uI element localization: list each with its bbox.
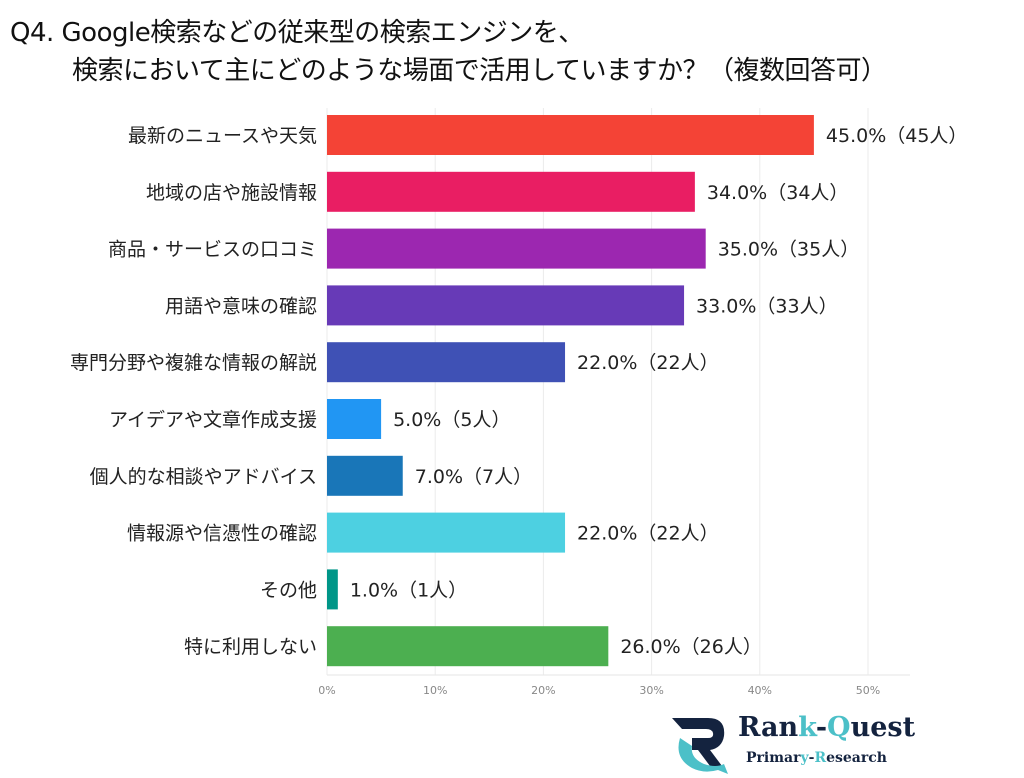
category-label: 用語や意味の確認 [165, 295, 317, 317]
data-label: 22.0%（22人） [577, 352, 719, 374]
title-line-1: Q4. Google検索などの従来型の検索エンジンを、 [10, 18, 584, 48]
bar [327, 399, 382, 439]
data-label: 33.0%（33人） [696, 295, 838, 317]
category-label: その他 [260, 579, 317, 601]
x-tick-label: 40% [748, 684, 772, 697]
data-label: 26.0%（26人） [620, 636, 762, 658]
bar [327, 512, 566, 553]
rank-quest-logo: Rank-Quest Primary-Research [668, 708, 918, 774]
data-label: 1.0%（1人） [350, 579, 467, 601]
data-label: 45.0%（45人） [826, 125, 968, 147]
data-label: 35.0%（35人） [718, 239, 860, 261]
data-label: 34.0%（34人） [707, 182, 849, 204]
category-label: 個人的な相談やアドバイス [90, 466, 317, 488]
x-tick-label: 0% [318, 684, 335, 697]
bar [327, 455, 403, 496]
x-tick-label: 30% [639, 684, 663, 697]
data-label: 22.0%（22人） [577, 523, 719, 545]
bar [327, 342, 566, 383]
x-tick-label: 20% [531, 684, 555, 697]
category-label: 地域の店や施設情報 [146, 182, 317, 204]
data-label: 5.0%（5人） [393, 409, 510, 431]
data-label: 7.0%（7人） [415, 466, 532, 488]
bar [327, 115, 814, 155]
bar [327, 171, 695, 212]
category-label: 最新のニュースや天気 [128, 125, 317, 147]
bar [327, 626, 609, 667]
category-label: 特に利用しない [184, 636, 317, 658]
x-tick-label: 10% [423, 684, 447, 697]
category-label: 商品・サービスの口コミ [108, 239, 317, 261]
logo-subtitle: Primary-Research [746, 750, 887, 766]
logo-name: Rank-Quest [738, 712, 916, 743]
bar [327, 228, 706, 269]
bar [327, 285, 685, 326]
bar [327, 569, 338, 610]
category-label: 専門分野や複雑な情報の解説 [70, 352, 317, 374]
logo-mark-icon [672, 718, 728, 774]
title-line-2: 検索において主にどのような場面で活用していますか？（複数回答可） [72, 56, 887, 86]
category-label: 情報源や信憑性の確認 [127, 523, 317, 545]
category-label: アイデアや文章作成支援 [109, 409, 317, 431]
x-tick-label: 50% [856, 684, 880, 697]
